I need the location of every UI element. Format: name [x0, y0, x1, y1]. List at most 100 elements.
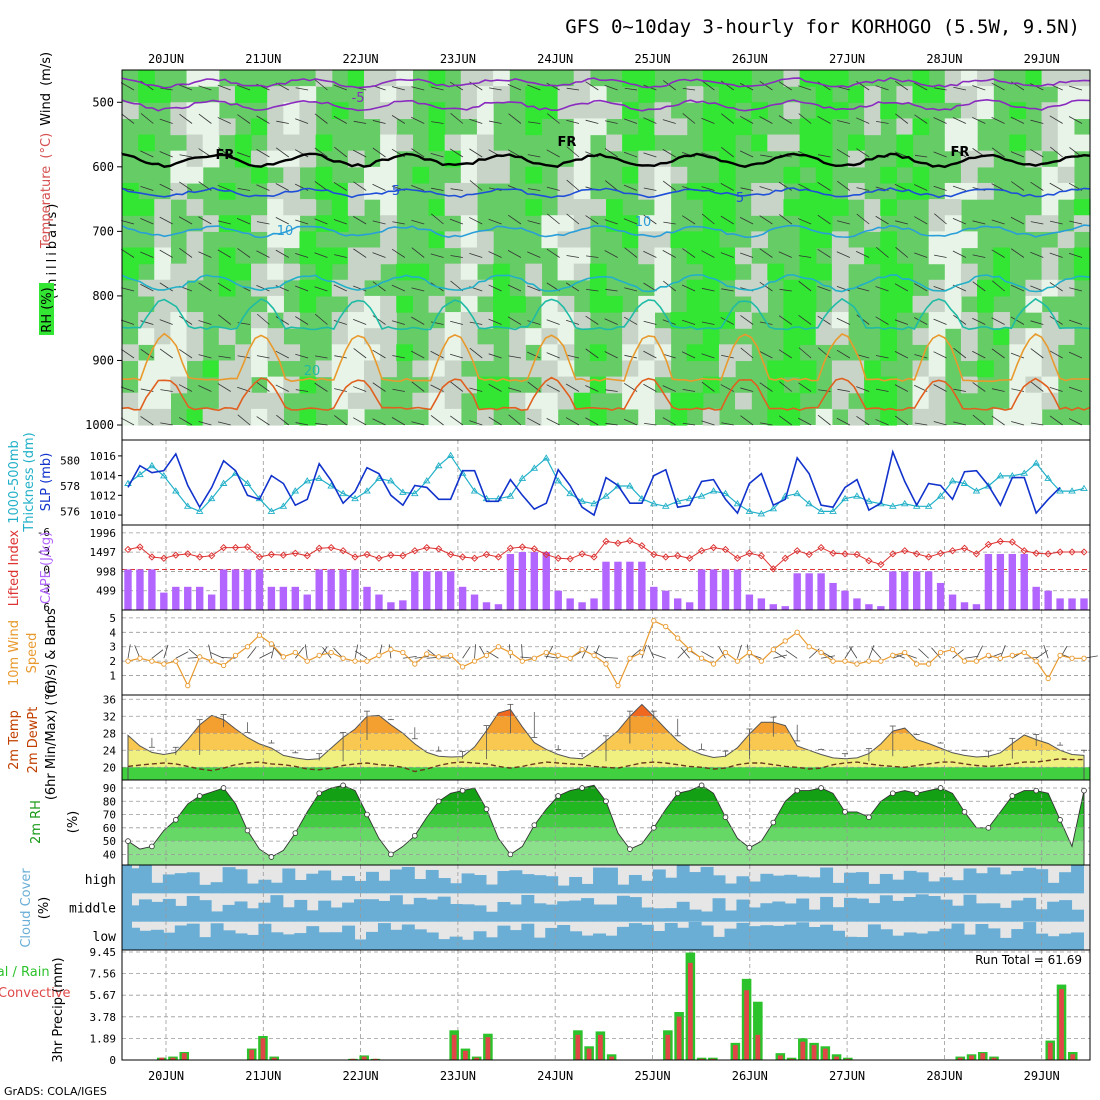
wind-barb	[604, 219, 618, 225]
rh-cell	[702, 295, 720, 313]
rh-point	[961, 809, 968, 815]
cloud-bar	[879, 929, 893, 950]
precip-convective-bar	[373, 1058, 378, 1060]
date-label-bottom: 22JUN	[343, 1069, 379, 1083]
thickness-point	[267, 507, 276, 514]
li-point	[793, 547, 801, 555]
wind10-point	[710, 661, 717, 667]
rh-cell	[718, 199, 736, 216]
rh-cell	[896, 295, 914, 313]
wind10-point	[519, 658, 525, 664]
thickness-label-1: 1000-500mb	[7, 440, 22, 524]
cloud-bar	[855, 872, 869, 894]
rh-cell	[364, 376, 381, 394]
wind-barb	[740, 187, 754, 191]
thickness-point	[195, 507, 204, 514]
wind-barb	[933, 384, 947, 392]
wind-barb	[333, 182, 348, 191]
wind-barb	[295, 219, 309, 225]
precip-convective-bar	[271, 1057, 277, 1060]
cloud-bar	[820, 896, 834, 922]
rh-cell	[154, 344, 171, 362]
wind-barb	[895, 113, 909, 124]
rh-cell	[283, 344, 301, 362]
rh-cell	[880, 392, 897, 410]
rh-cell	[799, 295, 817, 313]
wind10-point	[926, 661, 932, 667]
rh-cell	[444, 231, 462, 249]
rh-cell	[960, 312, 978, 329]
thickness-point	[614, 482, 622, 489]
precip-total-label: Total / Rain	[0, 965, 50, 980]
wind-barb	[1010, 216, 1025, 225]
rh-cell	[364, 312, 381, 329]
wind-barb	[314, 181, 328, 191]
rh-cell	[267, 86, 284, 103]
wind-barb	[430, 152, 444, 158]
cloud-bar	[401, 904, 415, 922]
rh-cell	[251, 150, 268, 168]
rh-cell	[444, 344, 462, 362]
rh-cell	[654, 328, 672, 345]
rh-cell	[347, 279, 365, 297]
wind-barb	[624, 87, 638, 91]
rh-cell	[718, 344, 736, 362]
rh-cell	[944, 134, 962, 152]
rh-cell	[880, 408, 897, 426]
rh-cell	[234, 263, 252, 281]
wind-barb	[817, 214, 831, 225]
wind-barb	[992, 280, 1005, 292]
rh-cell	[476, 231, 494, 249]
rh-cell	[638, 392, 655, 410]
rh-cell	[751, 295, 768, 313]
cloud-bar	[640, 924, 654, 950]
wind10-point	[316, 652, 322, 659]
rh-cell	[460, 328, 478, 345]
rh-cell	[977, 70, 994, 87]
cape-bar	[745, 594, 754, 610]
cloud-bar	[342, 876, 356, 894]
wind-barb	[353, 417, 367, 426]
rh-point	[483, 806, 490, 813]
wind-barb	[759, 248, 773, 258]
rh-cell	[122, 263, 139, 281]
rh-cell	[1009, 134, 1027, 152]
wind-barb	[333, 115, 348, 124]
cloud-bar	[270, 932, 284, 950]
li-point	[984, 540, 993, 549]
thickness-point	[124, 479, 132, 486]
cloud-bar	[664, 877, 678, 894]
cloud-bar	[796, 922, 810, 950]
li-point	[399, 552, 407, 560]
wind-barb	[836, 317, 851, 325]
rh-cell	[880, 247, 897, 265]
wind-barb	[740, 415, 754, 426]
cape-bar	[1080, 598, 1088, 610]
rh-cell	[299, 102, 317, 120]
li-point	[674, 552, 682, 560]
rh-cell	[347, 247, 365, 265]
wind-barb	[760, 154, 773, 158]
isotherm-label: 5	[736, 191, 744, 206]
wind10-point	[603, 661, 609, 667]
cape-bar	[255, 569, 264, 610]
cloud-bar	[688, 909, 702, 922]
cape-tick-label: 1996	[90, 527, 117, 540]
rh-band	[128, 827, 1084, 842]
rh-cell	[638, 134, 655, 152]
rh-cell	[1041, 199, 1059, 216]
thickness-point	[865, 497, 873, 504]
wind-tick-label: 5	[109, 612, 116, 625]
rh-point	[316, 790, 323, 797]
isotherm-label: -5	[352, 91, 365, 106]
dewpoint-line	[127, 758, 1084, 773]
rh-cell	[331, 199, 349, 216]
wind10-barb	[1043, 644, 1049, 659]
wind-barb	[565, 383, 580, 392]
rh-cell	[815, 134, 833, 152]
cape-bar	[243, 569, 252, 610]
wind-barb	[198, 421, 212, 426]
wind-barb	[836, 148, 851, 158]
cloud-bar	[545, 904, 559, 922]
wind-barb	[817, 315, 831, 325]
